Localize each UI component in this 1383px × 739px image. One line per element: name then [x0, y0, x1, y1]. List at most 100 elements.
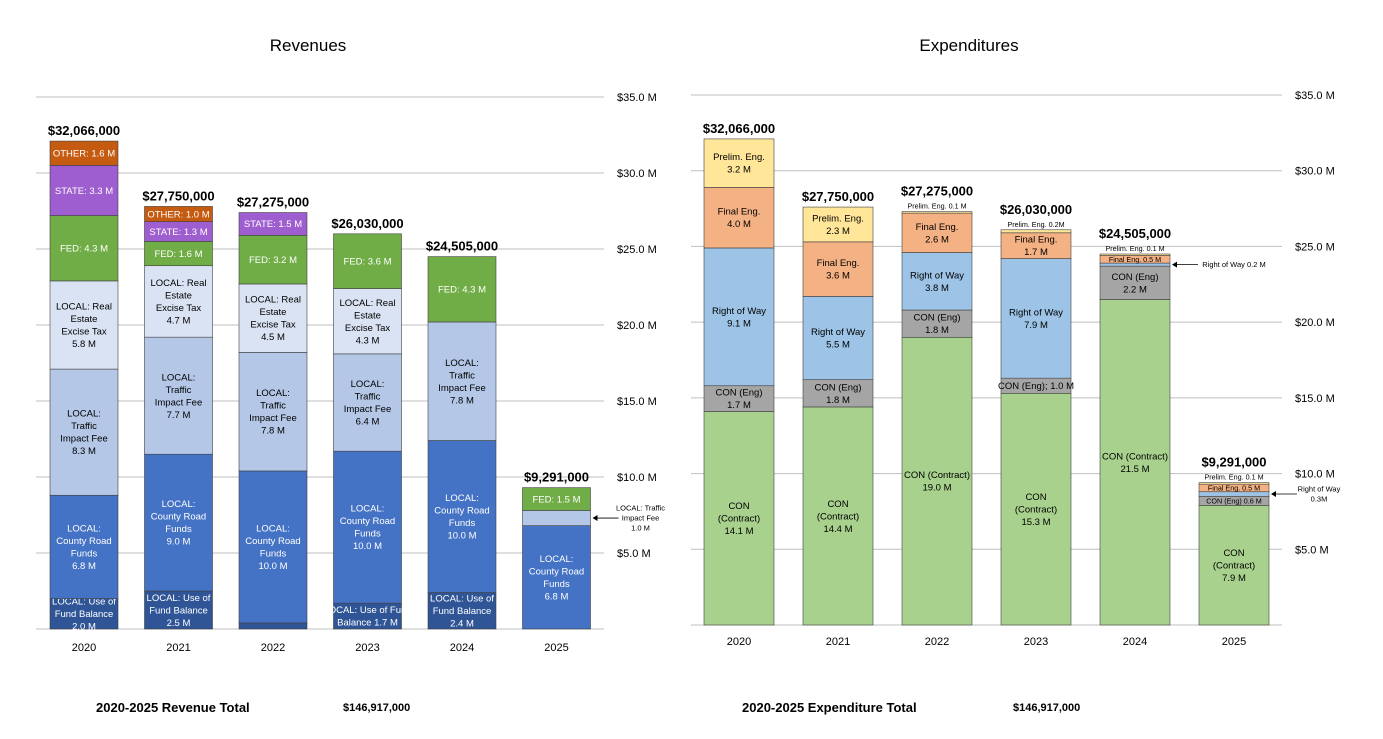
- expenditure-segment-label: Final Eng. 1.7 M: [1015, 235, 1058, 259]
- revenue-bar-segment: [49, 494, 119, 599]
- expenditure-bar-segment: [1099, 299, 1171, 626]
- expenditure-bar-segment: [1000, 232, 1072, 259]
- expenditure-bar-segment: [703, 247, 775, 387]
- expenditure-segment-label: CON (Eng) 1.8 M: [914, 313, 961, 337]
- expenditure-category-label: 2025: [1222, 636, 1246, 648]
- revenue-segment-label: LOCAL: Traffic Impact Fee 7.8 M: [249, 388, 297, 437]
- revenue-category-label: 2020: [72, 642, 96, 654]
- expenditure-bar-segment: [703, 187, 775, 249]
- revenue-segment-label: OTHER: 1.0 M: [147, 209, 209, 220]
- expenditure-category-label: 2021: [826, 636, 850, 648]
- revenue-y-tick-label: $20.0 M: [617, 320, 657, 332]
- expenditure-category-label: 2020: [727, 636, 751, 648]
- revenue-total-label: 2020-2025 Revenue Total: [96, 700, 250, 715]
- revenue-bar-total-label: $24,505,000: [426, 239, 498, 254]
- expenditure-bar-total-label: $27,275,000: [901, 184, 973, 199]
- expenditure-y-tick-label: $30.0 M: [1295, 166, 1335, 178]
- expenditure-chart-title: Expenditures: [919, 36, 1019, 55]
- revenue-segment-label: LOCAL: Use of Fund Balance 2.0 M: [52, 597, 116, 633]
- revenue-segment-label: OTHER: 1.6 M: [53, 149, 115, 160]
- expenditure-segment-label: Right of Way 3.8 M: [910, 270, 964, 294]
- revenue-callout-label: LOCAL: Traffic Impact Fee 1.0 M: [616, 504, 665, 533]
- revenue-y-tick-label: $15.0 M: [617, 396, 657, 408]
- revenue-segment-label: LOCAL: County Road Funds 10.0 M: [434, 493, 489, 541]
- revenue-bar-segment: [144, 453, 213, 592]
- revenue-segment-label: STATE: 3.3 M: [55, 186, 113, 197]
- expenditure-segment-label: Prelim. Eng. 3.2 M: [713, 152, 765, 176]
- expenditure-category-label: 2023: [1024, 636, 1048, 648]
- revenue-bar-segment: [333, 602, 402, 630]
- revenue-bar-segment: [238, 212, 308, 236]
- expenditure-y-tick-label: $20.0 M: [1295, 317, 1335, 329]
- revenue-bar-segment: [144, 265, 213, 338]
- revenue-category-label: 2022: [261, 642, 285, 654]
- expenditure-bar-segment: [1000, 393, 1072, 626]
- revenue-segment-label: LOCAL: Use of Fund Balance 2.4 M: [430, 594, 494, 630]
- revenue-segment-label: LOCAL: County Road Funds 10.0 M: [340, 504, 395, 553]
- revenue-chart-panel: Revenues $5.0 M $10.0 M $15.0 M $20.0 M $25.…: [0, 0, 691, 739]
- expenditure-segment-label: CON (Contract) 15.3 M: [1015, 492, 1057, 528]
- expenditure-bar-segment: [1000, 229, 1072, 234]
- revenue-total-value: $146,917,000: [343, 702, 411, 714]
- revenue-segment-label: LOCAL: Real Estate Excise Tax 4.5 M: [245, 295, 301, 344]
- expenditure-chart: $5.0 M $10.0 M $15.0 M $20.0 M $25.0 M $30.0 …: [691, 90, 1341, 648]
- expenditure-callout-label: Right of Way 0.3M: [1298, 485, 1341, 504]
- expenditure-segment-label: Final Eng. 2.6 M: [916, 222, 959, 246]
- revenue-segment-label: LOCAL: Use of Fund Balance 2.5 M: [147, 593, 211, 629]
- expenditure-bar-segment: [703, 385, 775, 412]
- revenue-bar-segment: [333, 233, 402, 289]
- expenditure-segment-label: Right of Way 5.5 M: [811, 327, 865, 351]
- revenue-category-label: 2024: [450, 642, 474, 654]
- expenditure-bar-total-label: $9,291,000: [1201, 455, 1266, 470]
- revenue-bar-segment: [427, 256, 497, 323]
- revenue-y-tick-label: $10.0 M: [617, 472, 657, 484]
- revenue-bar-segment: [144, 590, 213, 630]
- expenditure-callout-label: Right of Way 0.2 M: [1202, 260, 1266, 269]
- expenditure-bar-segment: [1198, 505, 1270, 626]
- expenditure-segment-label: CON (Contract) 7.9 M: [1213, 548, 1255, 584]
- expenditure-segment-label: CON (Eng) 1.7 M: [716, 388, 763, 412]
- revenue-segment-label: STATE: 1.3 M: [149, 227, 207, 238]
- revenue-bar-segment: [522, 487, 591, 511]
- expenditure-bar-segment: [901, 212, 973, 253]
- expenditure-segment-label: CON (Eng) 0.6 M: [1206, 496, 1262, 505]
- revenue-y-tick-label: $35.0 M: [617, 92, 657, 104]
- revenue-segment-label: STATE: 1.5 M: [244, 219, 302, 230]
- revenue-bar-segment: [238, 352, 308, 472]
- revenue-segment-label: LOCAL: Traffic Impact Fee 7.7 M: [155, 372, 203, 421]
- revenue-bar-segment: [522, 525, 591, 630]
- expenditure-total-label: 2020-2025 Expenditure Total: [742, 700, 917, 715]
- revenue-bar-segment: [49, 280, 119, 370]
- expenditure-segment-label: Final Eng. 3.6 M: [817, 258, 860, 282]
- revenue-bar-segment: [238, 470, 308, 624]
- revenue-category-label: 2021: [166, 642, 190, 654]
- expenditure-segment-label: CON (Contract) 21.5 M: [1102, 451, 1168, 475]
- revenue-bar-total-label: $32,066,000: [48, 123, 120, 138]
- revenue-segment-label: LOCAL: Use of Fund Balance 1.7 M: [323, 605, 411, 629]
- expenditure-segment-label: Final Eng. 0.5 M: [1109, 255, 1161, 264]
- expenditure-segment-label: Right of Way 9.1 M: [712, 306, 766, 330]
- revenue-bar-segment: [49, 165, 119, 216]
- revenue-bar-total-label: $26,030,000: [331, 216, 403, 231]
- revenue-segment-label: FED: 1.5 M: [532, 494, 580, 505]
- revenue-y-tick-label: $25.0 M: [617, 244, 657, 256]
- revenue-segment-label: LOCAL: Real Estate Excise Tax 5.8 M: [56, 302, 112, 351]
- expenditure-callout-arrow: [1271, 491, 1276, 498]
- expenditure-segment-label: Prelim. Eng. 0.1 M: [1105, 244, 1164, 253]
- expenditure-bar-segment: [901, 309, 973, 338]
- revenue-segment-label: LOCAL: Traffic Impact Fee 7.8 M: [438, 358, 486, 407]
- expenditure-bar-segment: [802, 296, 874, 380]
- revenue-y-tick-label: $5.0 M: [617, 548, 651, 560]
- revenue-bar-segment: [333, 450, 402, 604]
- revenue-bar-total-label: $27,275,000: [237, 195, 309, 210]
- revenue-bar-segment: [238, 622, 308, 630]
- revenue-callout-arrow: [592, 515, 598, 522]
- expenditure-bar-segment: [1099, 253, 1171, 256]
- expenditure-bar-segment: [1198, 482, 1270, 485]
- revenue-segment-label: FED: 4.3 M: [60, 244, 108, 255]
- expenditure-segment-label: CON (Eng) 2.2 M: [1112, 272, 1159, 296]
- expenditure-bar-segment: [901, 211, 973, 214]
- expenditure-bar-segment: [703, 411, 775, 626]
- revenue-bar-total-label: $27,750,000: [142, 188, 214, 203]
- expenditure-bar-segment: [802, 406, 874, 626]
